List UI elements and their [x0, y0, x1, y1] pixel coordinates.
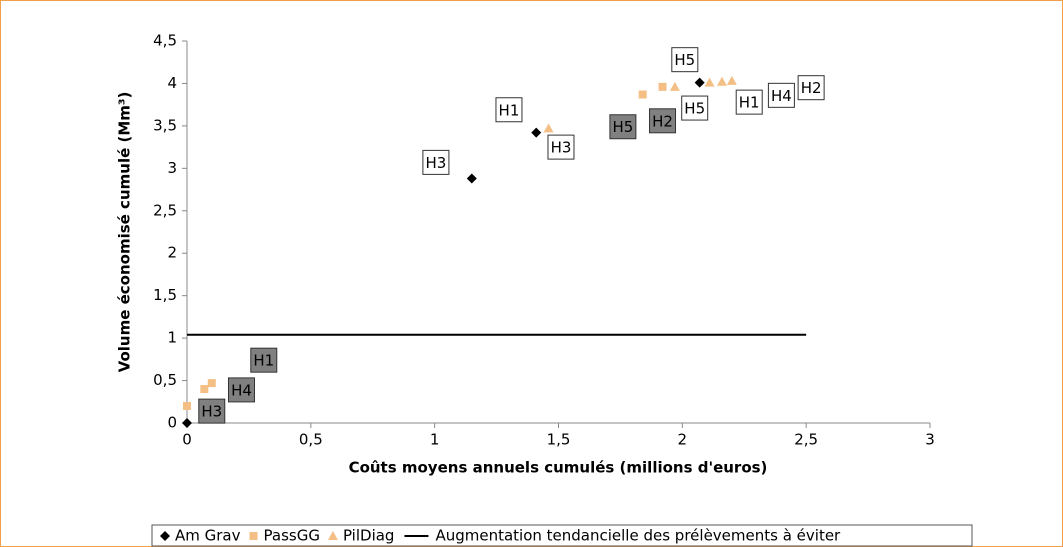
annotation: H4	[231, 381, 252, 399]
x-tick-label: 3	[925, 431, 935, 449]
annotation: H3	[425, 154, 446, 172]
x-tick-label: 1,5	[547, 431, 571, 449]
annotation: H1	[739, 94, 760, 112]
point	[658, 82, 667, 91]
x-tick-label: 2	[678, 431, 688, 449]
annotation-box	[649, 108, 677, 134]
legend-label: Augmentation tendancielle des prélèvemen…	[435, 527, 841, 545]
annotation-box	[422, 149, 450, 175]
annotation-box	[198, 398, 226, 424]
legend	[151, 524, 973, 547]
y-tick-label: 0,5	[153, 371, 177, 389]
annotation-box	[735, 89, 763, 115]
annotation-box	[495, 97, 523, 123]
point	[531, 127, 542, 138]
annotation-box	[681, 95, 709, 121]
y-tick-label: 4	[167, 74, 177, 92]
point	[466, 173, 477, 184]
annotation-box	[250, 347, 278, 373]
y-tick-label: 3	[167, 159, 177, 177]
point	[704, 77, 715, 87]
annotation: H2	[801, 79, 822, 97]
x-tick-label: 2,5	[794, 431, 818, 449]
legend-label: Am Grav	[175, 527, 241, 545]
point	[726, 75, 737, 85]
annotation: H3	[551, 139, 572, 157]
point	[669, 81, 680, 91]
annotation-box	[671, 47, 699, 73]
point	[638, 90, 647, 99]
point	[716, 76, 727, 86]
x-tick-label: 0	[182, 431, 192, 449]
point	[207, 379, 216, 388]
y-tick-label: 2	[167, 244, 177, 262]
annotation: H1	[499, 101, 520, 119]
y-tick-label: 3,5	[153, 116, 177, 134]
annotation-box	[227, 377, 255, 403]
x-tick-label: 1	[430, 431, 440, 449]
point	[183, 402, 191, 411]
point	[200, 385, 209, 394]
y-axis-label: Volume économisé cumulé (Mm³)	[116, 92, 134, 373]
y-tick-label: 1,5	[153, 286, 177, 304]
point	[694, 77, 705, 88]
legend-marker	[160, 531, 170, 541]
y-tick-label: 0	[167, 414, 177, 432]
annotation: H5	[612, 118, 633, 136]
legend-marker	[249, 532, 258, 540]
annotation: H3	[201, 403, 222, 421]
y-tick-label: 1	[167, 329, 177, 347]
annotation: H2	[652, 112, 673, 130]
x-tick-label: 0,5	[299, 431, 323, 449]
annotation-box	[797, 75, 825, 101]
point	[182, 418, 192, 428]
annotation-box	[609, 114, 637, 140]
y-tick-label: 4,5	[153, 32, 177, 50]
legend-marker	[327, 531, 338, 540]
legend-label: PilDiag	[343, 527, 394, 545]
legend-label: PassGG	[264, 527, 320, 545]
point	[543, 123, 554, 133]
annotation-box	[767, 82, 795, 108]
y-tick-label: 2,5	[153, 201, 177, 219]
x-axis-label: Coûts moyens annuels cumulés (millions d…	[349, 459, 768, 477]
annotation-box	[547, 134, 575, 160]
annotation: H4	[771, 87, 792, 105]
annotation: H1	[253, 352, 274, 370]
annotation: H5	[674, 51, 695, 69]
annotation: H5	[684, 100, 705, 118]
